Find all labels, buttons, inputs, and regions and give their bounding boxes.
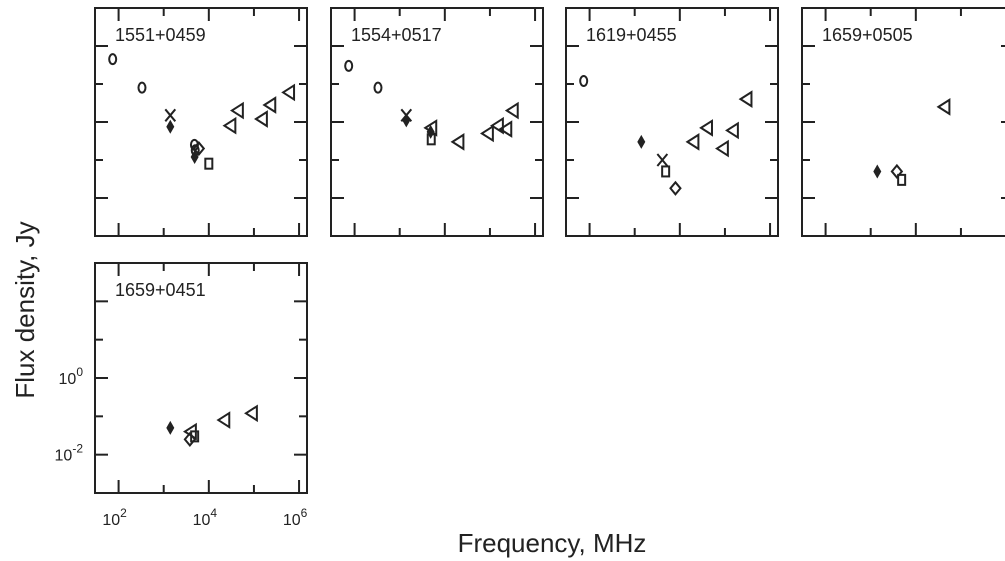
marker-circle xyxy=(344,59,354,72)
marker-filled-diamond xyxy=(166,420,175,435)
marker-diamond xyxy=(669,180,682,196)
marker-triangle-left xyxy=(936,98,951,116)
panel-title: 1659+0505 xyxy=(822,25,913,45)
y-tick-label: 10-2 xyxy=(55,442,84,465)
marker-triangle-left xyxy=(715,139,729,158)
marker-circle xyxy=(373,81,383,94)
marker-triangle-left xyxy=(216,411,231,429)
marker-triangle-left xyxy=(229,101,244,120)
marker-triangle-left xyxy=(699,119,713,137)
x-tick-label: 104 xyxy=(193,506,218,529)
marker-triangle-left xyxy=(490,116,504,135)
marker-filled-diamond xyxy=(637,134,646,149)
marker-triangle-left xyxy=(685,133,700,151)
x-tick-label: 106 xyxy=(283,506,308,529)
panel-5: 1659+0451 102 104 106 10-2 100 xyxy=(55,262,308,529)
marker-square xyxy=(204,157,214,170)
x-axis-label: Frequency, MHz xyxy=(458,528,647,558)
marker-x xyxy=(164,108,177,122)
panel-title: 1551+0459 xyxy=(115,25,206,45)
marker-x xyxy=(656,153,669,167)
marker-triangle-left xyxy=(498,120,513,138)
marker-triangle-left xyxy=(183,422,197,441)
marker-triangle-left xyxy=(423,119,438,137)
marker-circle xyxy=(579,74,589,87)
marker-filled-diamond xyxy=(166,119,175,134)
marker-square xyxy=(426,133,436,146)
marker-diamond xyxy=(192,140,206,157)
panel-3: 1619+0455 xyxy=(565,7,779,237)
marker-triangle-left xyxy=(725,121,739,140)
panel-title: 1619+0455 xyxy=(586,25,677,45)
x-tick-label: 102 xyxy=(102,506,127,529)
marker-diamond xyxy=(890,163,904,180)
panels: 1551+0459 1554+0517 1619+0455 1659+0505 1659… xyxy=(55,7,1005,529)
marker-square xyxy=(897,173,907,186)
marker-triangle-left xyxy=(262,96,277,114)
marker-triangle-left xyxy=(222,116,237,135)
panel-title: 1554+0517 xyxy=(351,25,442,45)
panel-4: 1659+0505 xyxy=(801,7,1005,237)
marker-triangle-left xyxy=(450,133,465,151)
y-axis-label: Flux density, Jy xyxy=(10,221,40,398)
marker-filled-diamond xyxy=(873,164,882,179)
panel-1: 1551+0459 xyxy=(94,7,308,237)
marker-circle xyxy=(137,81,147,94)
marker-circle xyxy=(108,53,118,66)
panel-2: 1554+0517 xyxy=(330,7,544,237)
marker-triangle-left xyxy=(480,124,494,143)
marker-triangle-left xyxy=(254,110,268,128)
marker-square xyxy=(661,165,671,178)
marker-triangle-left xyxy=(738,90,753,108)
marker-triangle-left xyxy=(281,83,296,102)
marker-triangle-left xyxy=(504,101,519,120)
y-tick-label: 100 xyxy=(59,365,84,388)
marker-triangle-left xyxy=(244,404,258,423)
panel-title: 1659+0451 xyxy=(115,280,206,300)
marker-filled-diamond xyxy=(402,113,411,128)
